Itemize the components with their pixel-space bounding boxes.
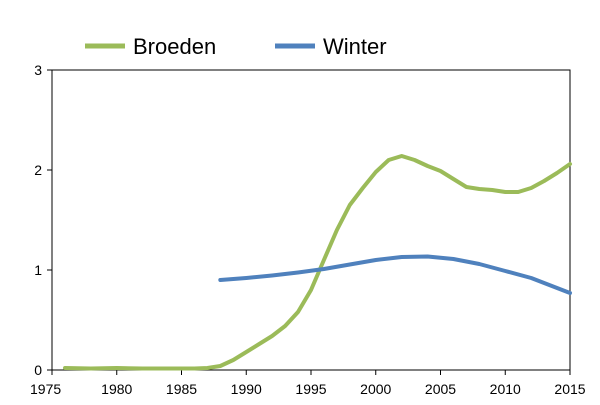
series-line-broeden bbox=[63, 154, 572, 371]
x-tick-label-7: 2010 bbox=[490, 381, 521, 397]
legend-label-winter: Winter bbox=[323, 34, 387, 59]
x-tick-label-3: 1990 bbox=[231, 381, 262, 397]
y-tick-label-3: 3 bbox=[34, 62, 42, 78]
x-tick-label-5: 2000 bbox=[360, 381, 391, 397]
x-tick-label-8: 2015 bbox=[554, 381, 585, 397]
y-tick-label-1: 1 bbox=[34, 262, 42, 278]
y-tick-label-0: 0 bbox=[34, 362, 42, 378]
y-tick-label-2: 2 bbox=[34, 162, 42, 178]
plot-frame bbox=[51, 69, 571, 371]
series-group bbox=[63, 154, 572, 371]
x-tick-label-2: 1985 bbox=[166, 381, 197, 397]
x-tick-label-6: 2005 bbox=[425, 381, 456, 397]
series-line-winter bbox=[218, 254, 572, 295]
x-tick-label-1: 1980 bbox=[101, 381, 132, 397]
legend-label-broeden: Broeden bbox=[133, 34, 216, 59]
x-tick-label-4: 1995 bbox=[295, 381, 326, 397]
legend: Broeden Winter bbox=[85, 34, 387, 59]
x-tick-label-0: 1975 bbox=[30, 381, 61, 397]
axes: 0 1 2 3 1975 1980 1985 1990 1995 2000 2005 2010 2015 bbox=[30, 62, 586, 397]
